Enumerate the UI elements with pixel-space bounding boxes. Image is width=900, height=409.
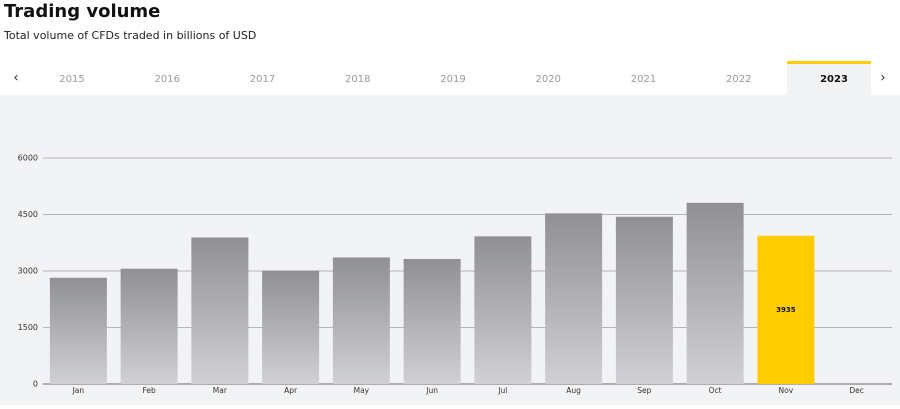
y-tick-label: 3000 (18, 267, 38, 276)
prev-arrow[interactable]: ‹ (13, 71, 18, 86)
year-tab[interactable]: 2018 (345, 74, 370, 85)
title: Trading volume (4, 1, 160, 22)
x-tick-label: Feb (142, 386, 156, 395)
x-tick-label: Apr (284, 386, 298, 395)
y-tick-label: 0 (33, 380, 38, 389)
year-tab[interactable]: 2016 (155, 74, 180, 85)
x-tick-label: Jun (425, 386, 438, 395)
y-tick-label: 4500 (18, 210, 38, 219)
bar (191, 237, 249, 384)
subtitle: Total volume of CFDs traded in billions … (3, 29, 256, 42)
bar (332, 257, 390, 384)
x-tick-label: Dec (849, 386, 864, 395)
x-tick-label: Aug (566, 386, 581, 395)
year-tab[interactable]: 2019 (440, 74, 465, 85)
year-tab[interactable]: 2017 (250, 74, 275, 85)
x-tick-label: Sep (637, 386, 651, 395)
year-tab[interactable]: 2022 (726, 74, 751, 85)
x-tick-label: Nov (779, 386, 794, 395)
selected-tab-indicator (787, 61, 871, 64)
selected-tab (787, 62, 871, 95)
x-tick-label: Jan (72, 386, 85, 395)
x-tick-label: Oct (709, 386, 722, 395)
y-tick-label: 6000 (18, 154, 38, 163)
next-arrow[interactable]: › (880, 71, 885, 86)
bar (49, 277, 107, 384)
x-tick-label: May (354, 386, 370, 395)
bar (403, 258, 461, 384)
bar (474, 236, 532, 384)
bar (757, 235, 815, 384)
bar (686, 202, 744, 384)
bar (545, 213, 603, 384)
data-label: 3935 (776, 306, 796, 314)
year-tab[interactable]: 2020 (536, 74, 561, 85)
year-tab[interactable]: 2021 (631, 74, 656, 85)
bar (120, 268, 178, 384)
y-tick-label: 1500 (18, 323, 38, 332)
bar (262, 270, 320, 384)
x-tick-label: Jul (497, 386, 507, 395)
year-tab[interactable]: 2015 (59, 74, 84, 85)
bar (615, 216, 673, 384)
x-tick-label: Mar (213, 386, 228, 395)
year-tab[interactable]: 2023 (820, 74, 848, 85)
